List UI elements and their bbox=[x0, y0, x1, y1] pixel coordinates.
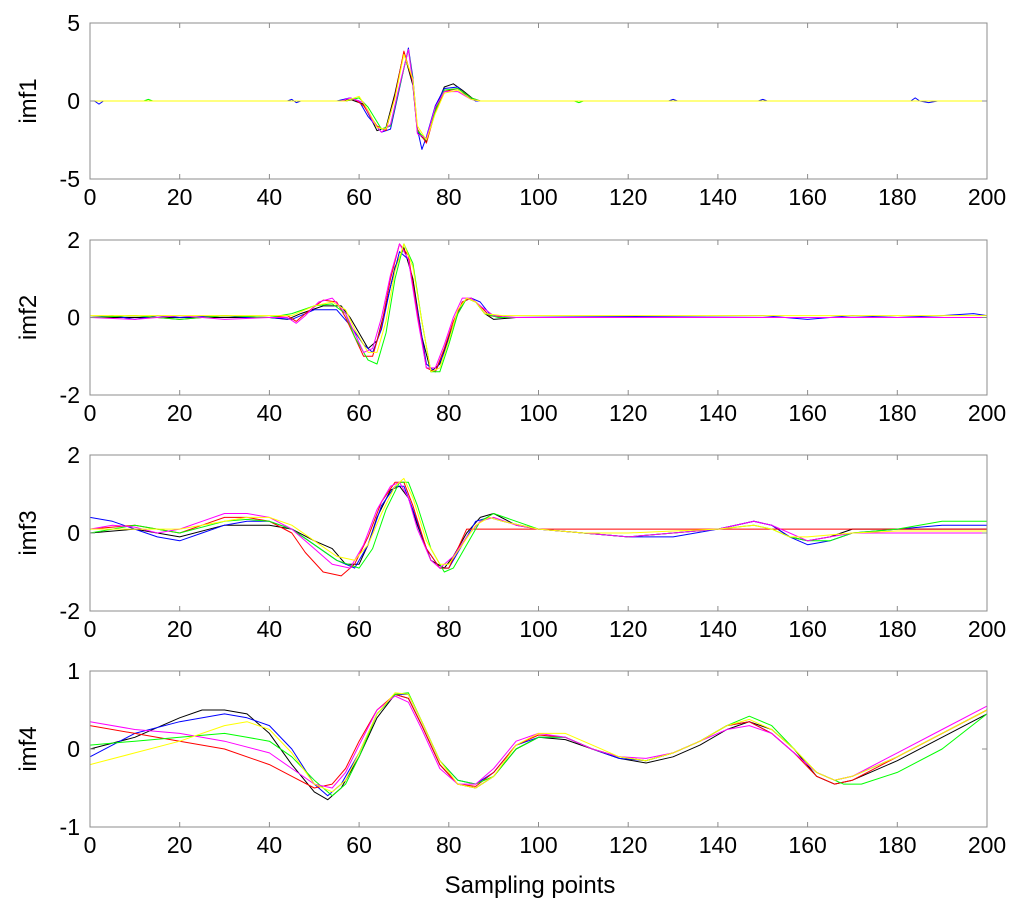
series-line-5 bbox=[90, 481, 987, 569]
x-tick-label: 200 bbox=[968, 832, 1006, 858]
x-tick-label: 200 bbox=[968, 400, 1006, 426]
x-tick-label: 200 bbox=[968, 616, 1006, 642]
x-tick-label: 120 bbox=[609, 832, 647, 858]
x-tick-label: 140 bbox=[699, 400, 737, 426]
x-tick-label: 0 bbox=[84, 184, 97, 210]
series-line-4 bbox=[90, 49, 987, 141]
x-tick-label: 80 bbox=[436, 184, 462, 210]
x-tick-label: 140 bbox=[699, 184, 737, 210]
x-tick-label: 160 bbox=[788, 832, 826, 858]
series-line-6 bbox=[90, 53, 987, 141]
series-group bbox=[90, 692, 987, 801]
series-line-6 bbox=[90, 477, 987, 565]
x-tick-label: 200 bbox=[968, 184, 1006, 210]
series-line-6 bbox=[90, 243, 987, 373]
series-group bbox=[90, 47, 987, 150]
y-tick-label: 0 bbox=[67, 736, 80, 762]
x-tick-label: 0 bbox=[84, 832, 97, 858]
series-line-2 bbox=[90, 47, 987, 150]
x-tick-label: 180 bbox=[878, 832, 916, 858]
x-tick-label: 60 bbox=[346, 400, 372, 426]
x-tick-label: 100 bbox=[519, 184, 557, 210]
series-line-4 bbox=[90, 481, 987, 573]
y-tick-label: -1 bbox=[60, 814, 80, 840]
series-line-2 bbox=[90, 251, 987, 373]
x-tick-label: 180 bbox=[878, 400, 916, 426]
series-line-3 bbox=[90, 481, 987, 577]
series-line-1 bbox=[90, 485, 987, 569]
x-tick-label: 120 bbox=[609, 400, 647, 426]
series-line-5 bbox=[90, 243, 987, 369]
y-axis-label: imf3 bbox=[15, 510, 42, 555]
y-tick-label: 0 bbox=[67, 88, 80, 114]
series-line-1 bbox=[90, 52, 987, 143]
x-tick-label: 20 bbox=[167, 832, 193, 858]
x-tick-label: 40 bbox=[257, 400, 283, 426]
series-group bbox=[90, 477, 987, 577]
y-tick-label: 0 bbox=[67, 305, 80, 331]
y-tick-label: 5 bbox=[67, 10, 80, 36]
y-tick-label: 0 bbox=[67, 520, 80, 546]
y-tick-label: 2 bbox=[67, 227, 80, 253]
series-line-6 bbox=[90, 692, 987, 793]
x-tick-label: 180 bbox=[878, 616, 916, 642]
x-axis-label: Sampling points bbox=[445, 872, 616, 899]
x-tick-label: 40 bbox=[257, 616, 283, 642]
x-tick-label: 80 bbox=[436, 400, 462, 426]
x-tick-label: 80 bbox=[436, 832, 462, 858]
x-tick-label: 0 bbox=[84, 400, 97, 426]
x-tick-label: 100 bbox=[519, 616, 557, 642]
x-tick-label: 160 bbox=[788, 184, 826, 210]
series-line-5 bbox=[90, 49, 987, 139]
x-tick-label: 160 bbox=[788, 616, 826, 642]
y-tick-label: 1 bbox=[67, 658, 80, 684]
series-line-1 bbox=[90, 247, 987, 373]
x-tick-label: 60 bbox=[346, 832, 372, 858]
x-tick-label: 40 bbox=[257, 832, 283, 858]
series-line-3 bbox=[90, 243, 987, 373]
x-tick-label: 180 bbox=[878, 184, 916, 210]
x-tick-label: 60 bbox=[346, 184, 372, 210]
y-tick-label: 2 bbox=[67, 442, 80, 468]
x-tick-label: 120 bbox=[609, 616, 647, 642]
series-group bbox=[90, 243, 987, 373]
x-tick-label: 20 bbox=[167, 184, 193, 210]
x-tick-label: 160 bbox=[788, 400, 826, 426]
y-tick-label: -5 bbox=[60, 166, 80, 192]
x-tick-label: 100 bbox=[519, 832, 557, 858]
x-tick-label: 80 bbox=[436, 616, 462, 642]
x-tick-label: 0 bbox=[84, 616, 97, 642]
series-line-3 bbox=[90, 50, 987, 144]
x-tick-label: 140 bbox=[699, 616, 737, 642]
series-line-5 bbox=[90, 695, 987, 789]
x-tick-label: 120 bbox=[609, 184, 647, 210]
x-tick-label: 20 bbox=[167, 616, 193, 642]
series-line-2 bbox=[90, 485, 987, 569]
x-tick-label: 140 bbox=[699, 832, 737, 858]
x-tick-label: 40 bbox=[257, 184, 283, 210]
x-tick-label: 60 bbox=[346, 616, 372, 642]
y-tick-label: -2 bbox=[60, 382, 80, 408]
y-axis-label: imf4 bbox=[15, 726, 42, 771]
y-tick-label: -2 bbox=[60, 598, 80, 624]
x-tick-label: 100 bbox=[519, 400, 557, 426]
y-axis-label: imf1 bbox=[15, 78, 42, 123]
y-axis-label: imf2 bbox=[15, 295, 42, 340]
x-tick-label: 20 bbox=[167, 400, 193, 426]
series-line-4 bbox=[90, 243, 987, 373]
